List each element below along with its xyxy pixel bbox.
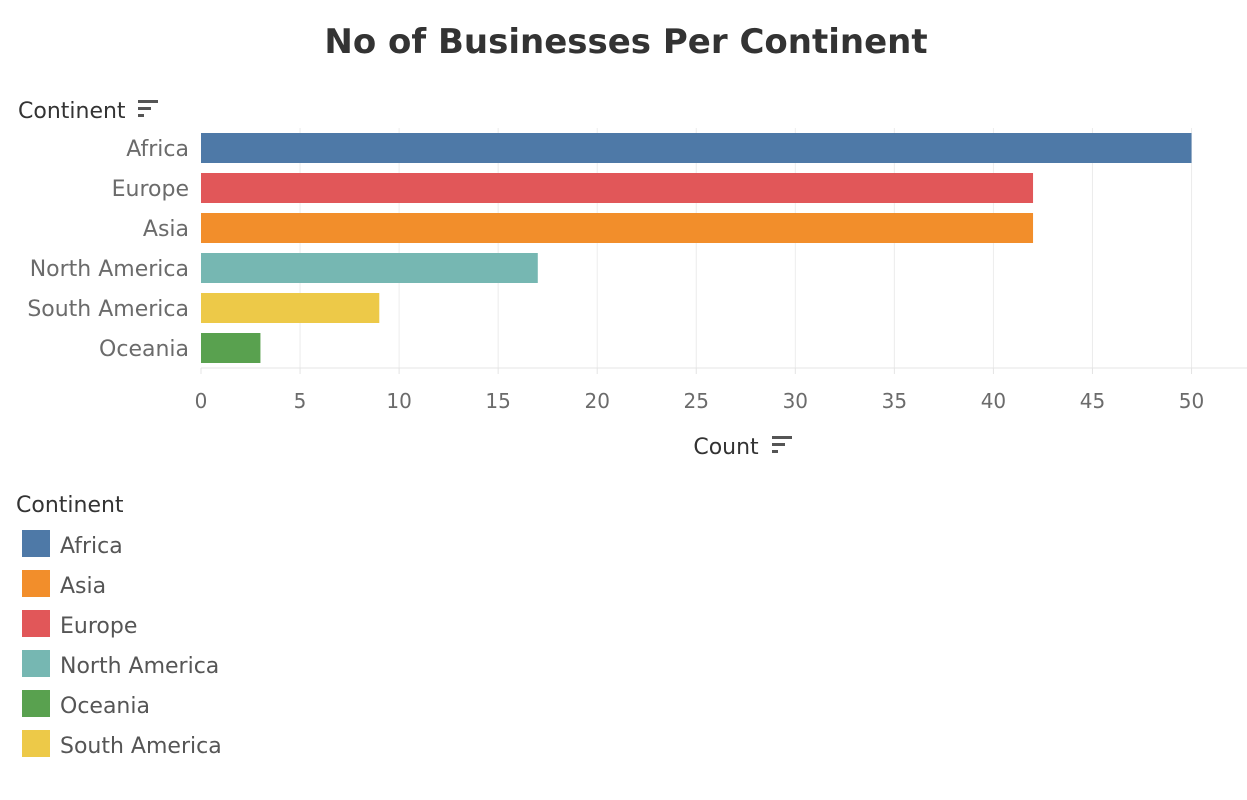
x-tick-label: 50: [1179, 389, 1204, 413]
legend-label: South America: [60, 734, 222, 759]
bar-south-america[interactable]: [201, 293, 380, 323]
legend-label: Oceania: [60, 694, 150, 719]
x-tick-label: 40: [981, 389, 1006, 413]
x-tick-label: 5: [294, 389, 307, 413]
legend-swatch: [22, 730, 50, 757]
x-axis-ticks: 0 5 10 15 20 25 30 35 40 45 50: [195, 389, 1205, 413]
legend-swatch: [22, 690, 50, 717]
category-label-europe: Europe: [112, 177, 189, 202]
legend-swatch: [22, 610, 50, 637]
x-tick-label: 45: [1080, 389, 1105, 413]
bar-oceania[interactable]: [201, 333, 261, 363]
x-tick-label: 30: [783, 389, 808, 413]
x-tick-label: 35: [882, 389, 907, 413]
category-labels: Africa Europe Asia North America South Ameri…: [27, 137, 189, 362]
legend-swatch: [22, 650, 50, 677]
sort-descending-icon[interactable]: [772, 436, 792, 453]
x-tick-label: 0: [195, 389, 208, 413]
bar-europe[interactable]: [201, 173, 1034, 203]
legend-swatch: [22, 530, 50, 557]
legend-item-europe[interactable]: Europe: [22, 610, 137, 639]
legend-item-oceania[interactable]: Oceania: [22, 690, 150, 719]
category-label-africa: Africa: [126, 137, 189, 162]
category-label-north-america: North America: [30, 257, 189, 282]
bar-africa[interactable]: [201, 133, 1192, 163]
category-label-south-america: South America: [27, 297, 189, 322]
legend-item-north-america[interactable]: North America: [22, 650, 219, 679]
bar-asia[interactable]: [201, 213, 1034, 243]
row-header: Continent: [18, 99, 126, 124]
legend-swatch: [22, 570, 50, 597]
bars: [201, 133, 1192, 363]
x-axis-title: Count: [693, 435, 759, 460]
legend: Africa Asia Europe North America Oceania Sout…: [22, 530, 222, 759]
x-tick-label: 20: [584, 389, 609, 413]
category-label-oceania: Oceania: [99, 337, 189, 362]
bar-north-america[interactable]: [201, 253, 538, 283]
legend-label: Africa: [60, 534, 123, 559]
legend-title: Continent: [16, 493, 124, 518]
legend-item-africa[interactable]: Africa: [22, 530, 123, 559]
legend-item-south-america[interactable]: South America: [22, 730, 222, 759]
category-label-asia: Asia: [143, 217, 189, 242]
legend-item-asia[interactable]: Asia: [22, 570, 106, 599]
legend-label: Europe: [60, 614, 137, 639]
x-tick-label: 10: [386, 389, 411, 413]
legend-label: Asia: [60, 574, 106, 599]
x-tick-label: 25: [684, 389, 709, 413]
chart-title: No of Businesses Per Continent: [324, 22, 927, 62]
sort-descending-icon[interactable]: [138, 100, 158, 117]
legend-label: North America: [60, 654, 219, 679]
x-tick-label: 15: [485, 389, 510, 413]
gridlines: [200, 128, 1247, 374]
